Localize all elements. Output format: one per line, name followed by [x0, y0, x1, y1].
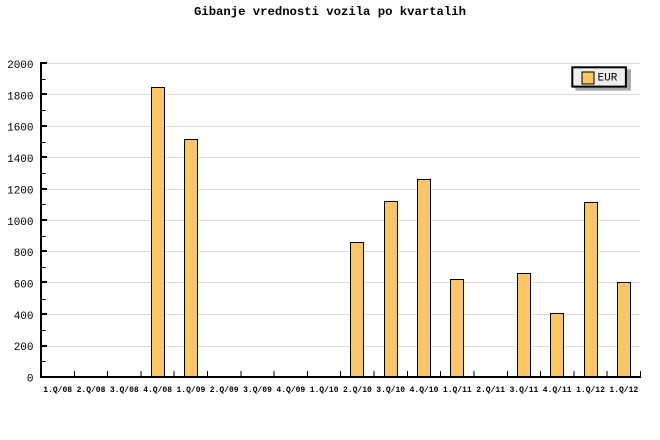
- svg-text:3.Q/08: 3.Q/08: [110, 386, 139, 395]
- svg-text:1.Q/10: 1.Q/10: [310, 386, 339, 395]
- svg-text:2.Q/11: 2.Q/11: [476, 386, 505, 395]
- svg-text:200: 200: [14, 342, 34, 354]
- svg-text:0: 0: [27, 374, 34, 386]
- svg-text:1.Q/12: 1.Q/12: [609, 386, 638, 395]
- svg-text:4.Q/09: 4.Q/09: [276, 386, 305, 395]
- svg-text:1800: 1800: [7, 91, 33, 103]
- svg-text:1.Q/11: 1.Q/11: [443, 386, 472, 395]
- svg-text:1.Q/08: 1.Q/08: [43, 386, 72, 395]
- svg-text:3.Q/09: 3.Q/09: [243, 386, 272, 395]
- svg-text:1.Q/09: 1.Q/09: [176, 386, 205, 395]
- svg-text:1400: 1400: [7, 154, 33, 166]
- svg-text:1.Q/12: 1.Q/12: [576, 386, 605, 395]
- svg-text:2000: 2000: [7, 60, 33, 72]
- svg-text:1200: 1200: [7, 185, 33, 197]
- svg-text:4.Q/08: 4.Q/08: [143, 386, 172, 395]
- svg-text:EUR: EUR: [598, 73, 618, 85]
- svg-text:3.Q/11: 3.Q/11: [509, 386, 538, 395]
- svg-text:800: 800: [14, 248, 34, 260]
- svg-text:400: 400: [14, 311, 34, 323]
- svg-text:600: 600: [14, 279, 34, 291]
- svg-text:Gibanje vrednosti vozila po kv: Gibanje vrednosti vozila po kvartalih: [194, 5, 466, 19]
- svg-text:2.Q/08: 2.Q/08: [77, 386, 106, 395]
- svg-text:1000: 1000: [7, 217, 33, 229]
- svg-text:3.Q/10: 3.Q/10: [376, 386, 405, 395]
- svg-text:4.Q/10: 4.Q/10: [410, 386, 439, 395]
- svg-text:2.Q/10: 2.Q/10: [343, 386, 372, 395]
- svg-text:1600: 1600: [7, 123, 33, 135]
- svg-text:4.Q/11: 4.Q/11: [543, 386, 572, 395]
- svg-text:2.Q/09: 2.Q/09: [210, 386, 239, 395]
